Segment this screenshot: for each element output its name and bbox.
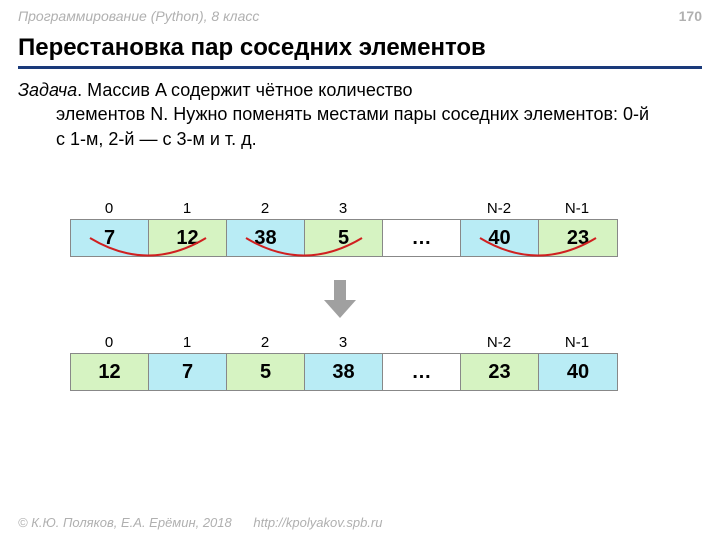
- array-cell-ellipsis: …: [383, 220, 461, 256]
- index-label: 3: [304, 334, 382, 351]
- index-label: N-2: [460, 334, 538, 351]
- array-cell: 23: [539, 220, 617, 256]
- array-after: 0 1 2 3 N-2 N-1 12 7 5 38 … 23 40: [70, 334, 618, 391]
- indices-row: 0 1 2 3 N-2 N-1: [70, 334, 618, 351]
- index-label: 0: [70, 334, 148, 351]
- course-label: Программирование (Python), 8 класс: [18, 8, 259, 24]
- indices-row: 0 1 2 3 N-2 N-1: [70, 200, 618, 217]
- array-cell: 12: [149, 220, 227, 256]
- index-label: 1: [148, 200, 226, 217]
- index-label: N-2: [460, 200, 538, 217]
- array-cell-ellipsis: …: [383, 354, 461, 390]
- array-cell: 40: [461, 220, 539, 256]
- index-label: [382, 334, 460, 351]
- slide-title: Перестановка пар соседних элементов: [18, 34, 702, 69]
- footer-url: http://kpolyakov.spb.ru: [253, 515, 382, 530]
- array-cell: 7: [149, 354, 227, 390]
- index-label: [382, 200, 460, 217]
- array-cell: 5: [305, 220, 383, 256]
- array-cell: 23: [461, 354, 539, 390]
- index-label: 3: [304, 200, 382, 217]
- cells-row: 7 12 38 5 … 40 23: [70, 219, 618, 257]
- task-label: Задача: [18, 80, 77, 100]
- array-before: 0 1 2 3 N-2 N-1 7 12 38 5 … 40 23: [70, 200, 618, 257]
- task-line1: . Массив A содержит чётное количество: [77, 80, 412, 100]
- array-cell: 40: [539, 354, 617, 390]
- copyright: © К.Ю. Поляков, Е.А. Ерёмин, 2018: [18, 515, 232, 530]
- array-cell: 38: [305, 354, 383, 390]
- footer: © К.Ю. Поляков, Е.А. Ерёмин, 2018 http:/…: [18, 515, 382, 530]
- array-cell: 12: [71, 354, 149, 390]
- array-cell: 5: [227, 354, 305, 390]
- task-text: Задача. Массив A содержит чётное количес…: [18, 78, 660, 151]
- array-cell: 38: [227, 220, 305, 256]
- index-label: N-1: [538, 334, 616, 351]
- index-label: 0: [70, 200, 148, 217]
- cells-row: 12 7 5 38 … 23 40: [70, 353, 618, 391]
- index-label: N-1: [538, 200, 616, 217]
- task-line2: элементов N. Нужно поменять местами пары…: [18, 102, 660, 151]
- page-number: 170: [679, 8, 702, 24]
- index-label: 2: [226, 200, 304, 217]
- index-label: 1: [148, 334, 226, 351]
- down-arrow-icon: [320, 278, 360, 320]
- header: Программирование (Python), 8 класс 170: [18, 8, 702, 24]
- array-cell: 7: [71, 220, 149, 256]
- index-label: 2: [226, 334, 304, 351]
